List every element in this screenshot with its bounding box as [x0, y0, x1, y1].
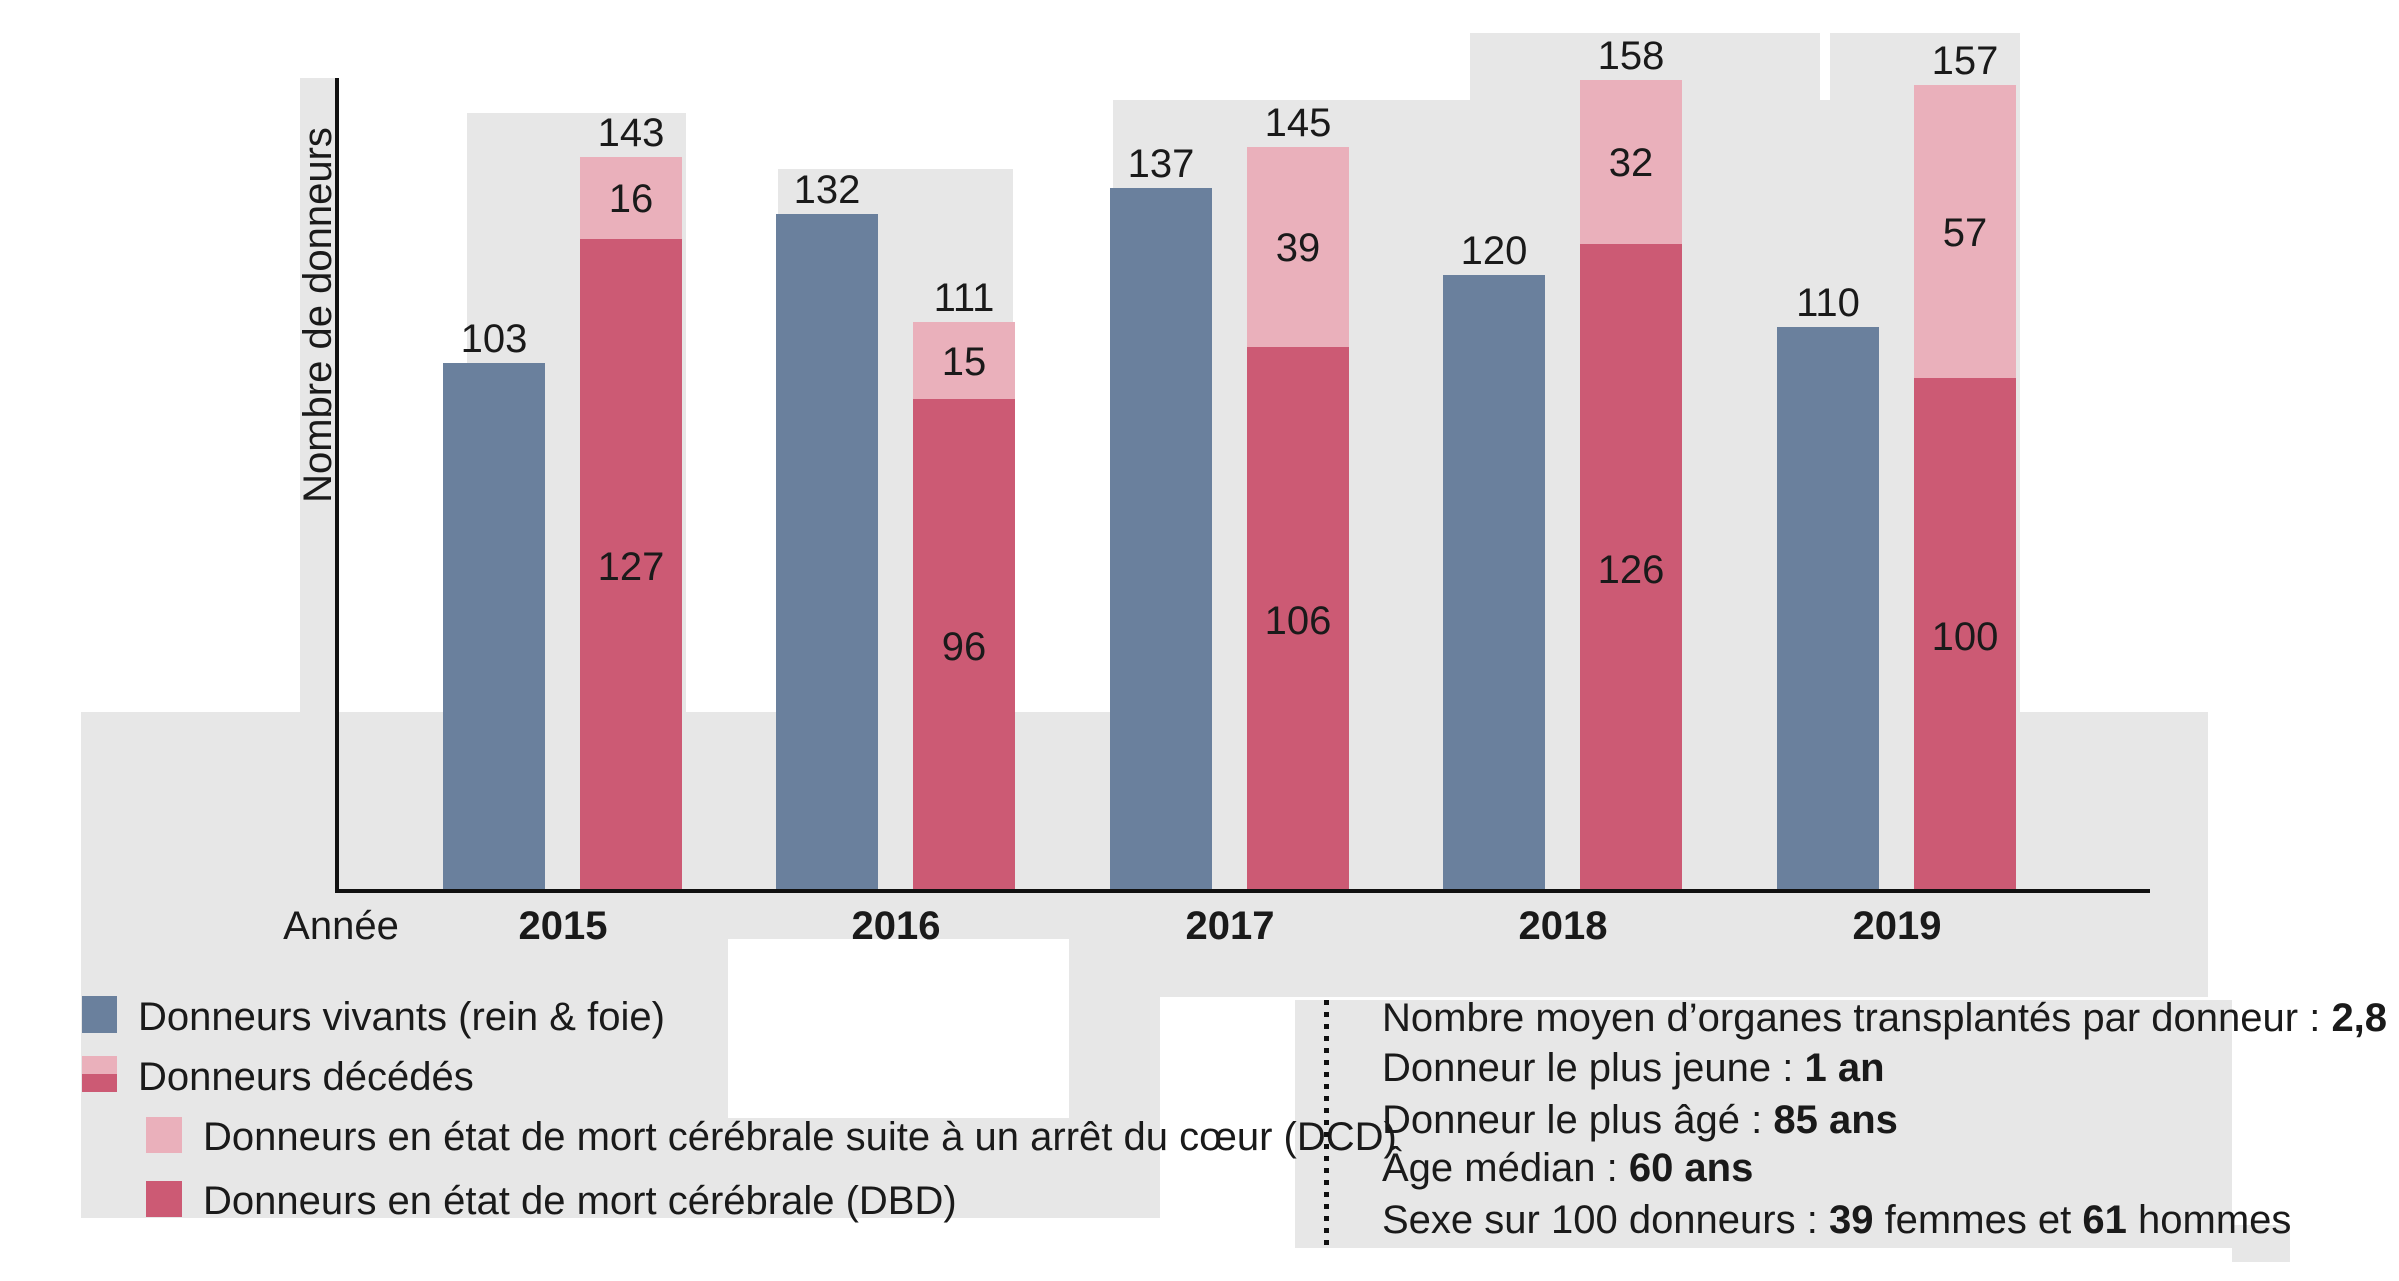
bar-dbd-2017: [1247, 347, 1349, 893]
label-deceased-total-2015: 143: [597, 111, 665, 155]
label-deceased-total-2018: 158: [1597, 34, 1665, 78]
stat-oldest-donor-label: Donneur le plus âgé :: [1382, 1098, 1774, 1142]
label-living-2016: 132: [793, 168, 861, 212]
label-living-2018: 120: [1460, 229, 1528, 273]
label-living-2019: 110: [1796, 281, 1860, 325]
x-tick-2019: 2019: [1852, 904, 1942, 948]
label-dbd-2018: 126: [1597, 548, 1665, 592]
bar-living-2019: [1777, 327, 1879, 893]
stat-sex-ratio-women: 39: [1828, 1198, 1874, 1242]
label-dbd-2015: 127: [597, 545, 665, 589]
background-block-stats-line5-ext: [2232, 1225, 2290, 1262]
stat-sex-ratio-men: 61: [2082, 1198, 2127, 1242]
bar-dcd-2018: [1580, 80, 1682, 244]
x-tick-2017: 2017: [1185, 904, 1275, 948]
bar-dcd-2019: [1914, 85, 2016, 378]
legend-swatch-deceased-dbd-half: [82, 1074, 117, 1092]
legend-item-living: Donneurs vivants (rein & foie): [138, 995, 665, 1039]
x-tick-2016: 2016: [851, 904, 941, 948]
legend-item-dbd: Donneurs en état de mort cérébrale (DBD): [203, 1179, 957, 1223]
label-dcd-2018: 32: [1608, 141, 1654, 185]
legend-swatch-deceased: [82, 1056, 117, 1092]
dotted-separator: [1324, 1000, 1329, 1252]
label-dcd-2017: 39: [1275, 226, 1321, 270]
background-block-stats-panel: [1295, 1000, 2232, 1248]
label-dcd-2016: 15: [941, 340, 987, 384]
stat-median-age: Âge médian : 60 ans: [1382, 1146, 1753, 1190]
bar-living-2018: [1443, 275, 1545, 893]
label-deceased-total-2019: 157: [1931, 39, 1999, 83]
stat-median-age-label: Âge médian :: [1382, 1146, 1629, 1190]
bar-dbd-2018: [1580, 244, 1682, 893]
label-living-2017: 137: [1127, 142, 1195, 186]
y-axis-title: Nombre de donneurs: [296, 127, 340, 503]
bar-dcd-2016: [913, 322, 1015, 399]
stat-sex-ratio: Sexe sur 100 donneurs : 39 femmes et 61 …: [1382, 1198, 2291, 1242]
legend-swatch-living: [82, 996, 117, 1033]
stat-median-age-value: 60 ans: [1628, 1146, 1754, 1190]
bar-dbd-2015: [580, 239, 682, 893]
stat-avg-organs: Nombre moyen d’organes transplantés par …: [1382, 996, 2387, 1040]
label-dcd-2015: 16: [608, 177, 654, 221]
background-block-ylabel-strip: [300, 78, 336, 712]
bar-living-2016: [776, 214, 878, 893]
stat-youngest-donor-label: Donneur le plus jeune :: [1382, 1046, 1805, 1090]
stat-avg-organs-label: Nombre moyen d’organes transplantés par …: [1382, 996, 2332, 1040]
label-deceased-total-2017: 145: [1264, 101, 1332, 145]
stat-oldest-donor: Donneur le plus âgé : 85 ans: [1382, 1098, 1898, 1142]
y-axis-line: [335, 78, 339, 893]
stat-sex-ratio-end: hommes: [2126, 1198, 2292, 1242]
x-axis-title: Année: [283, 904, 399, 948]
stat-youngest-donor: Donneur le plus jeune : 1 an: [1382, 1046, 1885, 1090]
legend-swatch-deceased-dcd-half: [82, 1056, 117, 1074]
bar-dbd-2019: [1914, 378, 2016, 893]
x-tick-2015: 2015: [518, 904, 608, 948]
label-dcd-2019: 57: [1942, 211, 1988, 255]
bar-living-2017: [1110, 188, 1212, 893]
legend-item-deceased: Donneurs décédés: [138, 1055, 474, 1099]
legend-swatch-dbd: [146, 1181, 182, 1217]
bar-living-2015: [443, 363, 545, 893]
bar-dcd-2017: [1247, 147, 1349, 347]
bar-dcd-2015: [580, 157, 682, 239]
label-living-2015: 103: [460, 317, 528, 361]
stat-avg-organs-value: 2,8: [2331, 996, 2388, 1040]
stat-sex-ratio-mid: femmes et: [1873, 1198, 2083, 1242]
label-dbd-2016: 96: [941, 625, 987, 669]
background-white-notch: [728, 939, 1069, 1118]
label-deceased-total-2016: 111: [933, 276, 995, 320]
stat-sex-ratio-label: Sexe sur 100 donneurs :: [1382, 1198, 1829, 1242]
legend-swatch-dcd: [146, 1117, 182, 1153]
stat-oldest-donor-value: 85 ans: [1773, 1098, 1898, 1142]
legend-item-dcd: Donneurs en état de mort cérébrale suite…: [203, 1115, 1397, 1159]
stat-youngest-donor-value: 1 an: [1804, 1046, 1885, 1090]
x-tick-2018: 2018: [1518, 904, 1608, 948]
label-dbd-2019: 100: [1931, 615, 1999, 659]
bar-dbd-2016: [913, 399, 1015, 893]
label-dbd-2017: 106: [1264, 599, 1332, 643]
x-axis-line: [335, 889, 2150, 893]
